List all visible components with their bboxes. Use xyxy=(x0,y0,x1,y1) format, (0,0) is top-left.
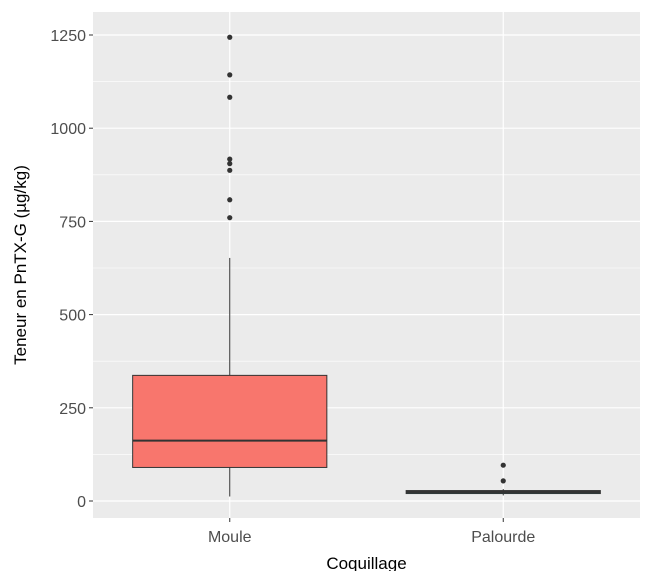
outlier-point xyxy=(227,94,233,100)
outlier-point xyxy=(227,197,233,203)
outlier-point xyxy=(500,478,506,484)
y-tick-label: 750 xyxy=(59,214,86,231)
outlier-point xyxy=(227,167,233,173)
outlier-point xyxy=(227,156,233,162)
box-palourde xyxy=(405,462,601,496)
outlier-point xyxy=(227,215,233,221)
x-tick-label: Moule xyxy=(208,529,252,546)
outlier-point xyxy=(227,34,233,40)
y-tick-label: 1250 xyxy=(50,28,86,45)
y-tick-label: 1000 xyxy=(50,121,86,138)
grid-lines xyxy=(93,12,640,518)
y-axis-ticks: 0 250 500 750 1000 1250 xyxy=(50,28,93,511)
x-axis-title: Coquillage xyxy=(326,554,406,571)
outlier-point xyxy=(227,161,233,167)
box-group xyxy=(132,34,601,497)
box-iqr xyxy=(132,374,328,468)
y-tick-label: 250 xyxy=(59,401,86,418)
outlier-point xyxy=(227,72,233,78)
x-tick-label: Palourde xyxy=(471,529,535,546)
y-tick-label: 500 xyxy=(59,308,86,325)
y-tick-label: 0 xyxy=(77,494,86,511)
x-axis-ticks: Moule Palourde xyxy=(208,518,535,546)
y-axis-title: Teneur en PnTX-G (µg/kg) xyxy=(11,165,30,365)
box-moule xyxy=(132,34,328,497)
outlier-point xyxy=(500,462,506,468)
